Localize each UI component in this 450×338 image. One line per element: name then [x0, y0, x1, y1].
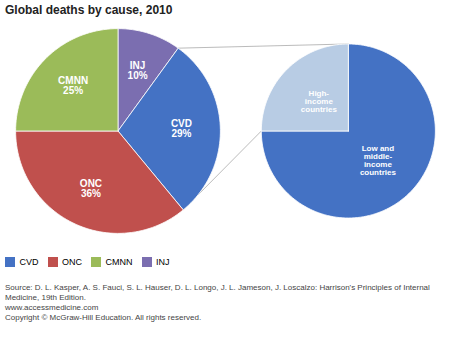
- html-text:Source: D. L. Kasper, A. S. Fa: Source: D. L. Kasper, A. S. Fauci, S. L.…: [5, 282, 430, 322]
- html-text:ONC: ONC: [62, 256, 82, 267]
- html-text:INJ: INJ: [156, 256, 170, 267]
- svg-text:CVD29%: CVD29%: [171, 118, 192, 139]
- svg-text:Low andmiddle-incomecountries: Low andmiddle-incomecountries: [360, 144, 397, 177]
- svg-text:High-incomecountries: High-incomecountries: [301, 89, 338, 114]
- svg-text:CMNN25%: CMNN25%: [58, 75, 88, 96]
- svg-text:ONC36%: ONC36%: [80, 178, 102, 199]
- html-text:Global deaths by cause, 2010: Global deaths by cause, 2010: [5, 3, 173, 17]
- html-text:CMNN: CMNN: [105, 256, 133, 267]
- html-text:CVD: CVD: [19, 256, 39, 267]
- svg-text:INJ10%: INJ10%: [128, 60, 148, 81]
